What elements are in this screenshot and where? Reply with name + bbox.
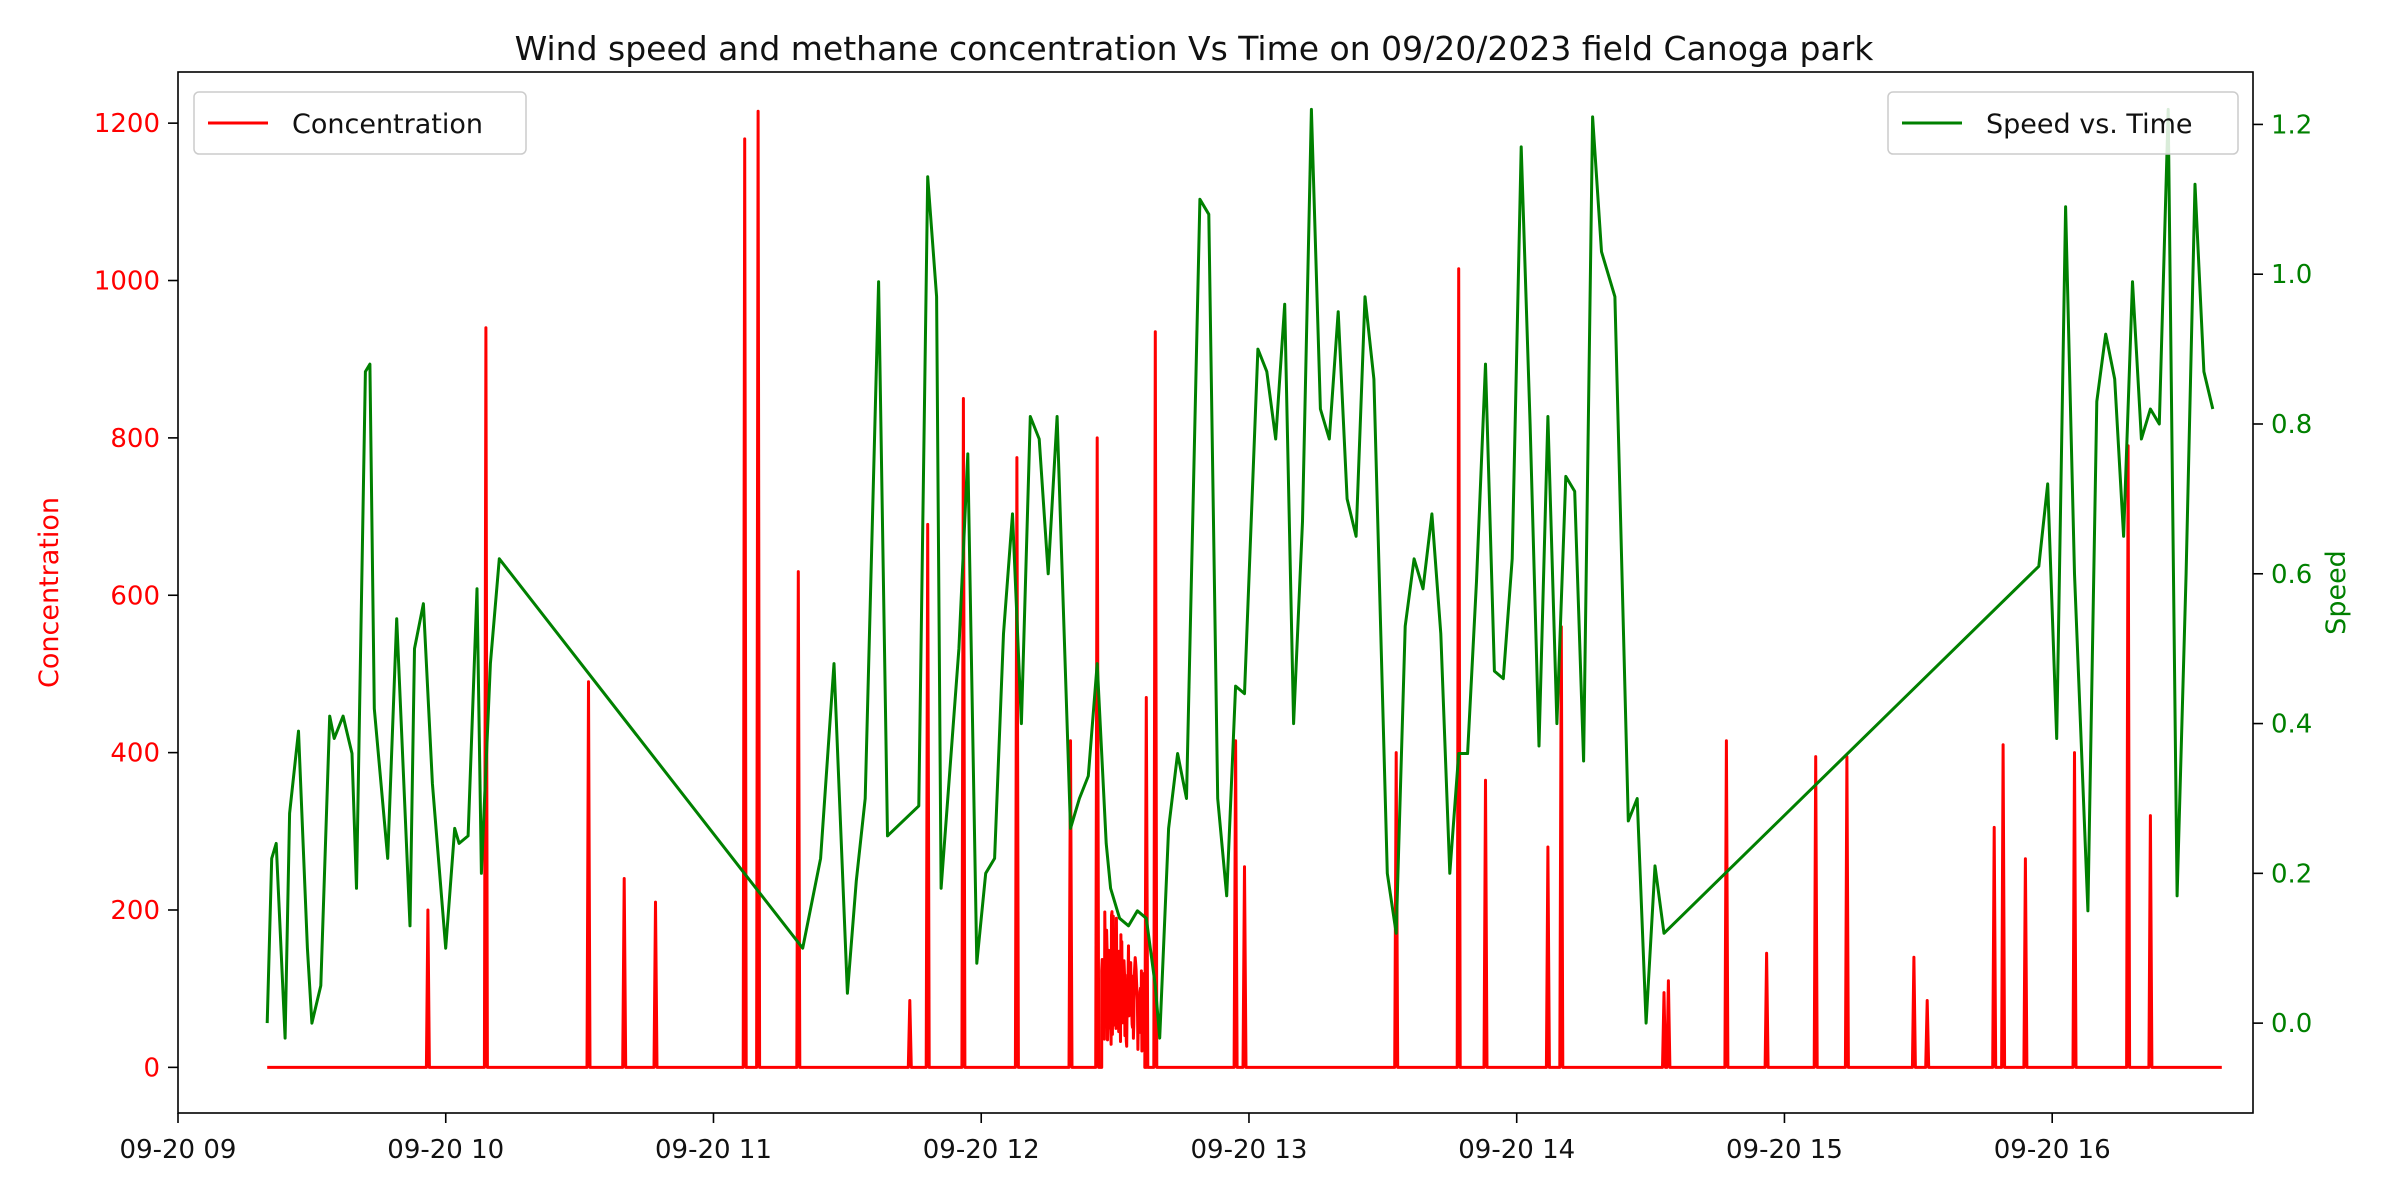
y-right-tick-label: 0.0 (2271, 1009, 2312, 1039)
legend-box (193, 91, 527, 155)
x-tick-label: 09-20 13 (1191, 1135, 1308, 1165)
speed-line (265, 107, 2215, 1040)
x-tick-label: 09-20 11 (655, 1135, 772, 1165)
y-axis-left: Concentration 0 200 400 600 800 1000 1200 (34, 109, 178, 1083)
y-left-tick-label: 1000 (94, 267, 160, 297)
x-axis: 09-20 09 09-20 10 09-20 11 09-20 12 09-20 13… (120, 1113, 2111, 1165)
y-left-tick-label: 600 (110, 581, 160, 611)
legend-box (1887, 91, 2239, 155)
y-left-tick-label: 200 (110, 896, 160, 926)
legend-label-speed: Speed vs. Time (1986, 109, 2193, 140)
y-right-tick-label: 0.2 (2271, 859, 2312, 889)
y-right-tick-label: 0.6 (2271, 560, 2312, 590)
plot-area (177, 71, 2254, 1114)
y-left-tick-label: 1200 (94, 109, 160, 139)
x-tick-label: 09-20 16 (1994, 1135, 2111, 1165)
chart-title: Wind speed and methane concentration Vs … (515, 29, 1875, 68)
legend-speed: Speed vs. Time (1887, 91, 2239, 155)
y-left-tick-label: 800 (110, 424, 160, 454)
y-right-tick-label: 0.8 (2271, 410, 2312, 440)
x-tick-label: 09-20 15 (1726, 1135, 1843, 1165)
concentration-line (267, 109, 2222, 1069)
legend-concentration: Concentration (193, 91, 527, 155)
y-left-tick-label: 400 (110, 739, 160, 769)
x-tick-label: 09-20 09 (120, 1135, 237, 1165)
y-axis-right-label: Speed (2321, 550, 2352, 635)
y-right-tick-label: 1.2 (2271, 110, 2312, 140)
x-tick-label: 09-20 14 (1458, 1135, 1575, 1165)
y-right-tick-label: 0.4 (2271, 710, 2312, 740)
legend-label-concentration: Concentration (292, 109, 483, 140)
plot-frame (177, 71, 2254, 1114)
x-tick-label: 09-20 12 (923, 1135, 1040, 1165)
concentration-series (267, 109, 2222, 1069)
x-tick-label: 09-20 10 (387, 1135, 504, 1165)
y-axis-left-label: Concentration (34, 497, 65, 688)
y-right-tick-label: 1.0 (2271, 260, 2312, 290)
y-left-tick-label: 0 (143, 1053, 160, 1083)
speed-series (265, 107, 2215, 1040)
y-axis-right: Speed 0.0 0.2 0.4 0.6 0.8 1.0 1.2 (2253, 110, 2352, 1039)
